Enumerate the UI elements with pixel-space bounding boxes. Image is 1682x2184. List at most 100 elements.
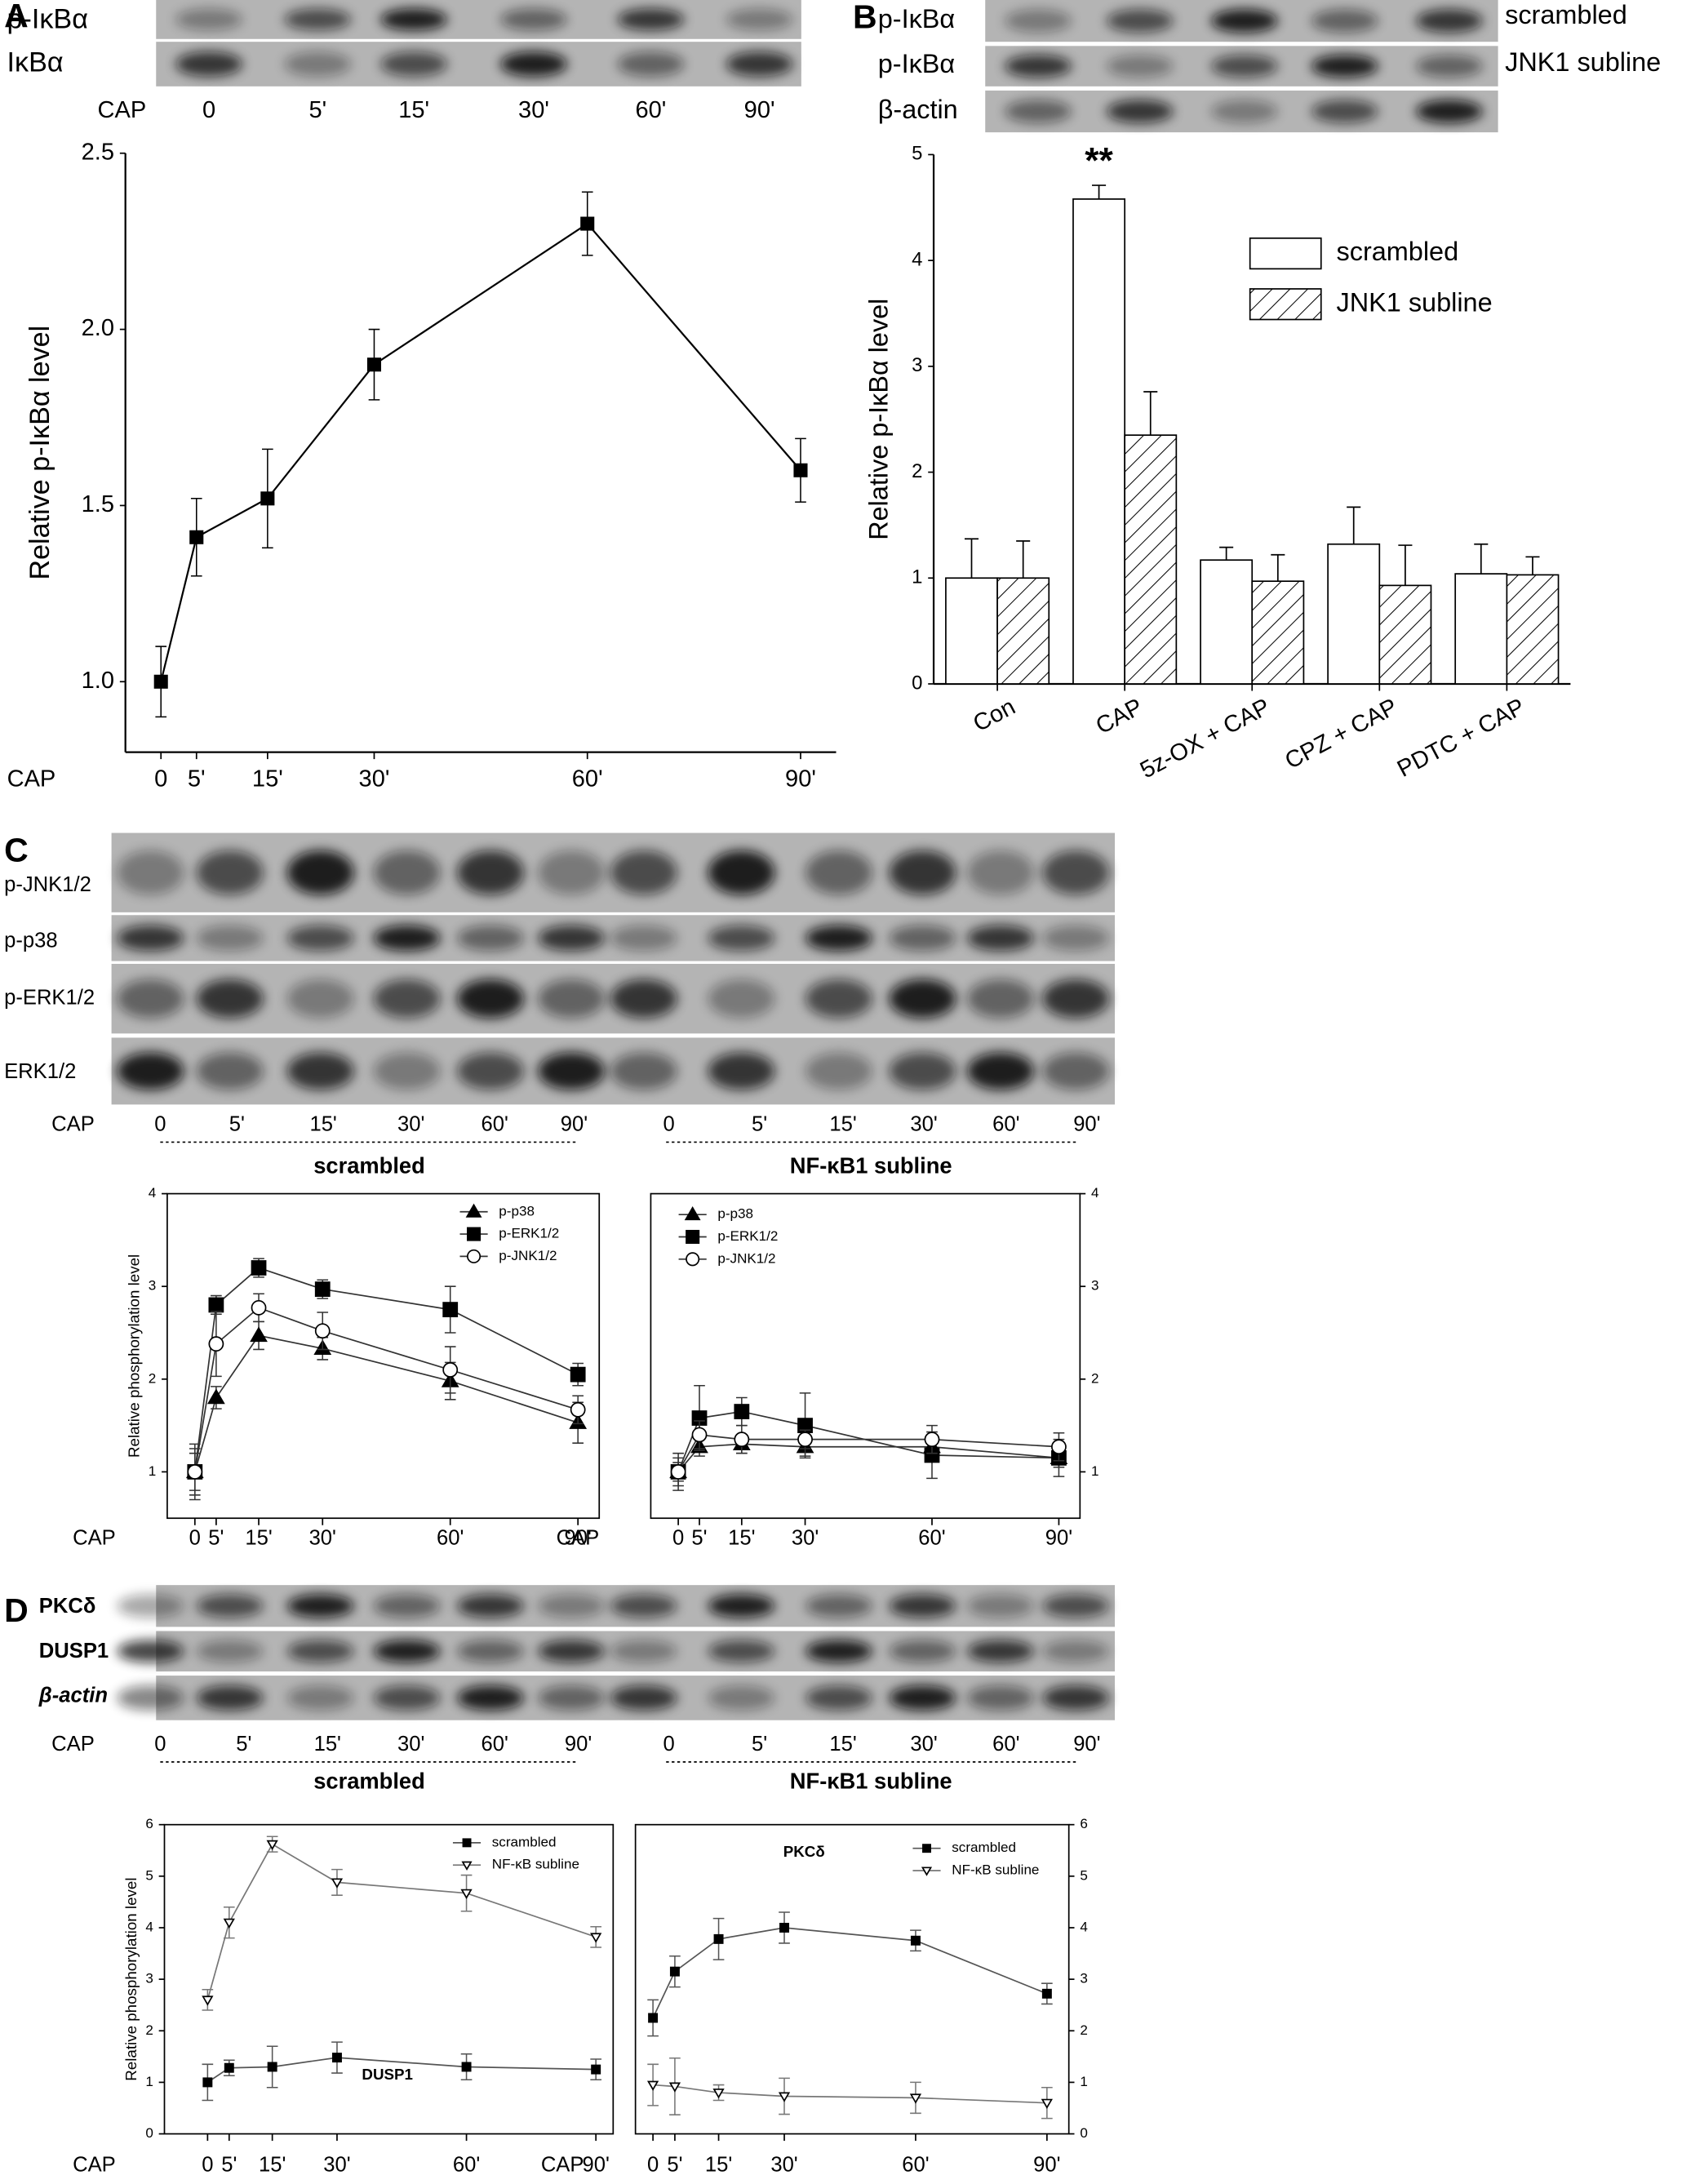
blot-band — [1311, 9, 1378, 33]
blot-x-label: CAP — [51, 1113, 95, 1136]
x-tick-label: 5' — [221, 2154, 237, 2177]
blot-band — [805, 1685, 872, 1711]
blot-band — [196, 979, 264, 1019]
blot-band — [380, 8, 448, 31]
x-tick-label: 15' — [728, 1527, 755, 1550]
y-tick-label: 2 — [1080, 2022, 1088, 2038]
blot-band — [1005, 100, 1072, 123]
x-tick-label: 0 — [154, 766, 167, 792]
legend-swatch — [1249, 288, 1322, 321]
error-bar — [1347, 506, 1361, 544]
x-tick-label: 30' — [309, 1527, 336, 1550]
blot-band — [286, 979, 354, 1019]
blot-row-label: β-actin — [878, 95, 958, 124]
marker — [331, 1878, 344, 1889]
blot-band — [967, 1685, 1034, 1711]
marker — [260, 491, 275, 506]
blot-band — [457, 925, 525, 952]
y-tick-label: 1 — [149, 1463, 157, 1479]
marker — [713, 1933, 724, 1944]
x-tick-label: 60' — [453, 2154, 480, 2177]
y-tick-label: 5 — [1080, 1867, 1088, 1883]
panel-label: C — [4, 831, 29, 868]
marker — [189, 530, 204, 544]
blot-band — [196, 1640, 264, 1663]
blot-band — [1005, 55, 1072, 78]
error-bar — [1092, 184, 1107, 199]
annotation: DUSP1 — [362, 2066, 413, 2083]
blot-band — [1415, 9, 1483, 33]
blot-row-label: IκBα — [7, 47, 64, 78]
blot-band — [889, 925, 956, 952]
y-tick-label: 5 — [145, 1867, 153, 1883]
marker — [712, 2089, 725, 2099]
blot-row-label: p-IκBα — [878, 49, 955, 78]
blot-band — [500, 51, 567, 77]
panel-label: D — [4, 1591, 29, 1629]
blot-band — [117, 1640, 184, 1663]
y-tick-label: 4 — [1080, 1919, 1088, 1934]
x-tick-label: 0 — [672, 1527, 684, 1550]
lane-label: 90' — [1073, 1113, 1100, 1136]
blot-band — [967, 925, 1034, 952]
marker — [207, 1388, 225, 1405]
group-label: scrambled — [313, 1769, 425, 1794]
data-line — [677, 1410, 1059, 1472]
blot-band — [1106, 55, 1174, 78]
blot-band — [1311, 100, 1378, 123]
error-bar — [1219, 546, 1234, 561]
marker — [669, 1966, 680, 1977]
blot-band — [380, 51, 448, 77]
blot-band — [538, 1685, 606, 1711]
bar — [1124, 434, 1178, 685]
marker — [1041, 1988, 1052, 1999]
blot-band — [373, 979, 441, 1019]
blot-band — [967, 850, 1034, 895]
blot-row-label: p-JNK1/2 — [4, 873, 91, 896]
blot-x-label: CAP — [51, 1733, 95, 1756]
blot-band — [538, 850, 606, 895]
marker — [250, 1326, 268, 1343]
lane-label: 30' — [397, 1113, 424, 1136]
blot-band — [805, 925, 872, 952]
blot-band — [196, 1594, 264, 1618]
data-line — [160, 222, 801, 682]
annotation: PKCδ — [783, 1843, 825, 1860]
bar — [1506, 574, 1560, 685]
blot-row-label: p-IκBα — [878, 4, 955, 33]
blot-band — [967, 979, 1034, 1019]
blot-band — [610, 1052, 677, 1090]
marker — [797, 1432, 813, 1448]
x-tick-label: 15' — [245, 1527, 272, 1550]
marker — [442, 1362, 459, 1378]
blot-band — [708, 850, 775, 895]
group-label: scrambled — [313, 1152, 425, 1178]
marker — [224, 2062, 234, 2073]
blot-band — [708, 1052, 775, 1090]
error-bar — [1143, 391, 1158, 436]
annotation: ** — [1085, 140, 1113, 180]
legend-label: NF-κB subline — [492, 1857, 579, 1872]
blot-band — [1311, 55, 1378, 78]
blot-band — [1106, 9, 1174, 33]
blot-band — [1210, 55, 1278, 78]
legend-label: p-ERK1/2 — [717, 1228, 778, 1244]
lane-label: 30' — [397, 1733, 424, 1756]
blot-band — [617, 8, 685, 31]
y-tick-label: 3 — [1091, 1278, 1099, 1294]
y-tick-label: 0 — [145, 2125, 153, 2141]
error-bar — [1474, 543, 1489, 575]
marker — [208, 1336, 224, 1352]
x-axis-label: CAP — [73, 2154, 116, 2177]
marker — [223, 1918, 235, 1929]
data-line — [193, 1307, 579, 1472]
y-tick-label: 5 — [912, 143, 922, 165]
error-bar — [1016, 540, 1031, 579]
lane-label: 90' — [561, 1113, 588, 1136]
lane-label: 60' — [481, 1113, 508, 1136]
blot-band — [284, 8, 352, 31]
marker — [580, 216, 595, 231]
blot-band — [373, 925, 441, 952]
